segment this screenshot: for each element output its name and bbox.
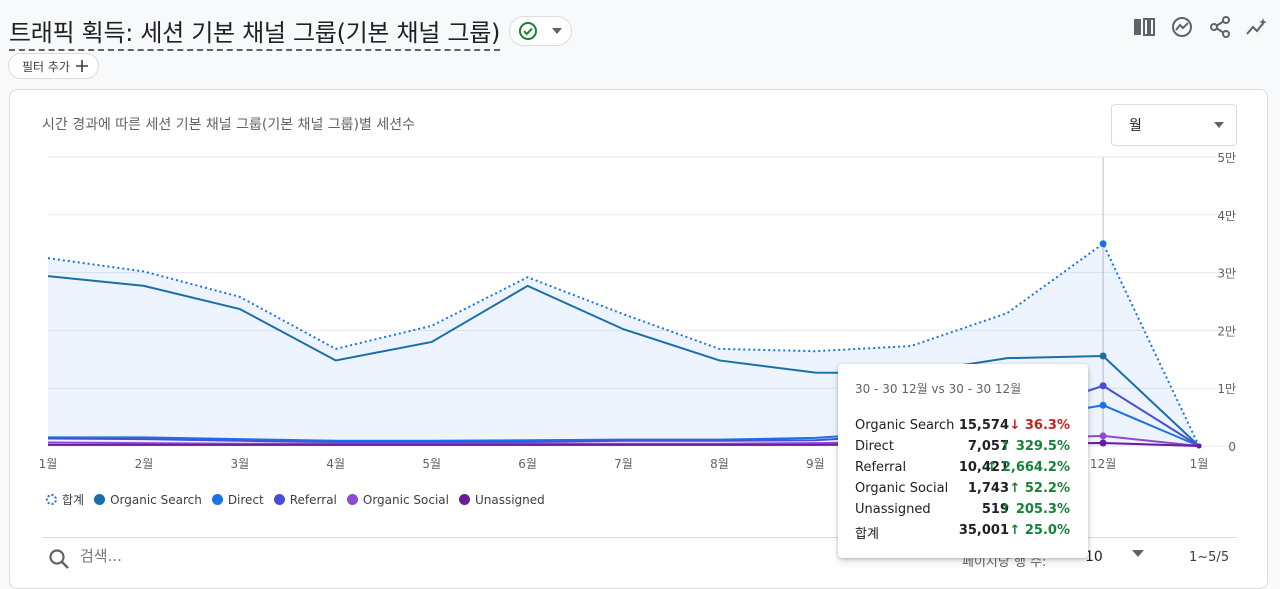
compare-columns-icon[interactable]	[1132, 15, 1156, 39]
tooltip-series-name: Direct	[855, 439, 894, 454]
tooltip-header: 30 - 30 12월 vs 30 - 30 12월	[855, 382, 1022, 396]
table-search-row: 페이지당 행 수: 10 1~5/5	[42, 537, 1237, 581]
legend-item[interactable]: Organic Social	[346, 492, 449, 507]
tooltip-value: 15,574	[958, 418, 1009, 433]
share-icon[interactable]	[1208, 15, 1232, 39]
x-tick-label: 8월	[710, 457, 729, 471]
add-filter-label: 필터 추가	[22, 59, 70, 74]
tooltip-series-name: Unassigned	[855, 502, 931, 517]
tooltip-row: Organic Social 1,743 ↑ 52.2%	[855, 481, 1073, 501]
tooltip-value: 1,743	[967, 481, 1009, 496]
y-tick-label: 2만	[1217, 324, 1236, 338]
legend-swatch	[458, 494, 470, 505]
x-tick-label: 4월	[326, 457, 345, 471]
tooltip-series-name: 합계	[855, 527, 879, 542]
report-header: 트래픽 획득: 세션 기본 채널 그룹(기본 채널 그룹) 필터 추가	[0, 0, 1280, 90]
search-icon	[49, 549, 69, 569]
x-tick-label: 3월	[230, 457, 249, 471]
y-tick-label: 4만	[1217, 209, 1236, 223]
tooltip-change: ↑ 25.0%	[1009, 523, 1070, 538]
x-tick-label: 1월	[1190, 457, 1209, 471]
search-input[interactable]	[80, 547, 380, 565]
y-tick-label: 0	[1228, 440, 1236, 454]
pagination-info: 1~5/5	[1189, 550, 1230, 565]
tooltip-value: 7,057	[967, 439, 1009, 454]
x-tick-label: 2월	[135, 457, 154, 471]
legend-label: Unassigned	[474, 492, 545, 507]
tooltip-value: 519	[981, 502, 1009, 517]
add-filter-button[interactable]: 필터 추가	[8, 53, 99, 79]
legend-swatch	[346, 494, 358, 505]
data-point	[1099, 432, 1107, 440]
page-title[interactable]: 트래픽 획득: 세션 기본 채널 그룹(기본 채널 그룹)	[9, 13, 500, 51]
rows-per-page-value[interactable]: 10	[1085, 549, 1103, 565]
tooltip-change: ↑ 2,664.2%	[986, 460, 1070, 475]
check-circle-icon	[519, 22, 537, 40]
legend-label: Referral	[289, 492, 337, 507]
insights-icon[interactable]	[1170, 15, 1194, 39]
tooltip-series-name: Organic Social	[855, 481, 949, 496]
tooltip-change: ↓ 36.3%	[1009, 418, 1070, 433]
legend-swatch	[273, 494, 285, 505]
tooltip-row: Organic Search 15,574 ↓ 36.3%	[855, 418, 1073, 438]
data-point	[1196, 443, 1202, 449]
legend-item[interactable]: Unassigned	[458, 492, 545, 507]
data-point	[1099, 240, 1107, 248]
x-tick-label: 7월	[614, 457, 633, 471]
data-point	[1099, 439, 1107, 447]
status-dropdown[interactable]	[509, 16, 572, 46]
tooltip-row: Referral 10,421 ↑ 2,664.2%	[855, 460, 1073, 480]
legend-label: Organic Search	[110, 492, 202, 507]
legend-swatch	[94, 494, 106, 505]
chart-title: 시간 경과에 따른 세션 기본 채널 그룹(기본 채널 그룹)별 세션수	[42, 117, 415, 133]
x-tick-label: 6월	[518, 457, 537, 471]
rows-per-page-label: 페이지당 행 수:	[962, 555, 1047, 570]
legend-label: Organic Social	[362, 492, 449, 507]
data-point	[1099, 352, 1107, 360]
header-actions	[1132, 15, 1270, 39]
x-tick-label: 5월	[422, 457, 441, 471]
series-line-total	[47, 242, 1200, 447]
legend-label: 합계	[62, 493, 85, 507]
chart-legend: 합계 Organic Search Direct Referral Organic So…	[46, 491, 545, 508]
tooltip-row: Unassigned 519 ↑ 205.3%	[855, 502, 1073, 522]
tooltip-change: ↑ 205.3%	[1000, 502, 1070, 517]
x-tick-label: 1월	[39, 457, 58, 471]
legend-swatch	[211, 494, 223, 505]
legend-item[interactable]: Referral	[273, 492, 337, 507]
x-tick-label: 9월	[806, 457, 825, 471]
y-tick-label: 1만	[1217, 382, 1236, 396]
series-line-organic-search	[47, 275, 1200, 447]
y-tick-label: 3만	[1217, 267, 1236, 281]
data-point	[1099, 382, 1107, 390]
caret-down-icon[interactable]	[1132, 550, 1144, 557]
legend-swatch	[46, 494, 57, 505]
x-tick-label: 12월	[1090, 457, 1116, 471]
legend-item[interactable]: Direct	[211, 492, 264, 507]
legend-item[interactable]: 합계	[46, 491, 84, 508]
trend-icon[interactable]	[1246, 15, 1270, 39]
tooltip-series-name: Referral	[855, 460, 907, 475]
legend-item[interactable]: Organic Search	[94, 493, 202, 507]
data-point	[1099, 401, 1107, 409]
tooltip-series-name: Organic Search	[855, 418, 955, 433]
y-tick-label: 5만	[1217, 151, 1236, 165]
tooltip-change: ↑ 329.5%	[1000, 439, 1070, 454]
caret-down-icon	[1214, 122, 1224, 128]
tooltip-value: 10,421	[958, 460, 1009, 475]
legend-label: Direct	[227, 492, 264, 507]
tooltip-value: 35,001	[958, 523, 1009, 538]
caret-down-icon	[552, 28, 562, 34]
period-select[interactable]: 월	[1111, 104, 1237, 146]
tooltip-row: Direct 7,057 ↑ 329.5%	[855, 439, 1073, 459]
tooltip-row: 합계 35,001 ↑ 25.0%	[855, 523, 1073, 543]
plus-icon	[75, 60, 88, 72]
period-value: 월	[1129, 118, 1142, 134]
chart-tooltip: 30 - 30 12월 vs 30 - 30 12월 Organic Searc…	[838, 364, 1088, 558]
tooltip-change: ↑ 52.2%	[1009, 481, 1070, 496]
